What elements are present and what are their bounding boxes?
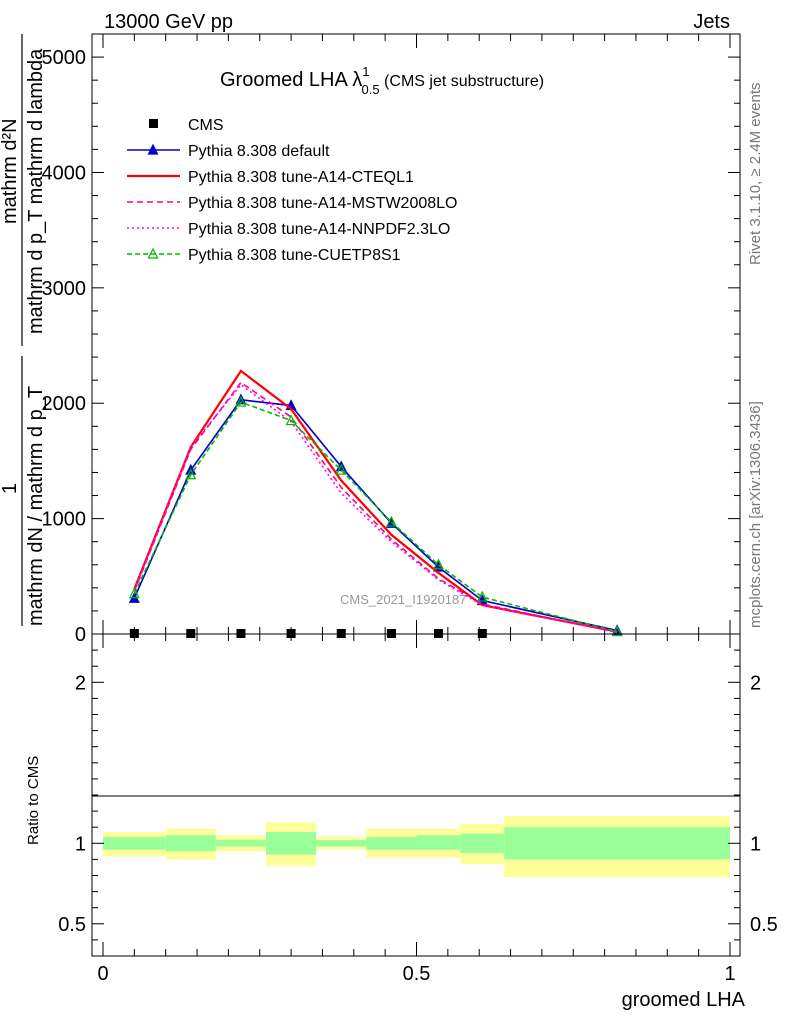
ratio-bands: [103, 815, 730, 878]
plot-title-sup: 1: [362, 64, 369, 79]
series-point: [335, 463, 347, 475]
ratio-y-label: Ratio to CMS: [25, 756, 42, 845]
legend-entry: Pythia 8.308 tune-A14-MSTW2008LO: [127, 195, 457, 212]
ratio-band-inner: [416, 835, 461, 850]
series-line: [133, 381, 618, 634]
series-point: [611, 625, 623, 637]
ratio-band-inner: [165, 835, 216, 852]
legend-label: Pythia 8.308 tune-A14-NNPDF2.3LO: [188, 221, 450, 238]
ratio-band-inner: [366, 836, 417, 850]
x-tick-label: 1: [724, 963, 735, 985]
main-y-tick-label: 3000: [42, 278, 87, 300]
legend-entry: Pythia 8.308 tune-A14-NNPDF2.3LO: [127, 221, 450, 238]
ratio-panel: 0.5 0.51 12 2 0 0.5 1 Ratio to CMS groomed LH…: [25, 633, 778, 1011]
legend-label: Pythia 8.308 tune-A14-MSTW2008LO: [188, 195, 457, 212]
ratio-y-tick-label: 0.5: [58, 914, 86, 936]
side-text-bottom: mcplots.cern.ch [arXiv:1306.3436]: [747, 401, 764, 628]
plot-title-sub: 0.5: [362, 82, 380, 97]
main-x-ticks: [102, 34, 731, 634]
ratio-y-ticks: 0.5 0.5 1 1 2 2: [58, 649, 778, 941]
series-point: [432, 558, 444, 570]
y-label-denominator: mathrm d p_T mathrm d lambda: [25, 48, 47, 334]
plot-title: Groomed LHA λ1 0.5 (CMS jet substructure): [220, 64, 544, 97]
side-text-top: Rivet 3.1.10, ≥ 2.4M events: [747, 83, 764, 266]
main-y-ticks: 0 1000 2000 3000 4000 5000: [42, 33, 740, 646]
legend-label: Pythia 8.308 tune-CUETP8S1: [188, 247, 401, 264]
ratio-band-inner: [103, 836, 166, 850]
ratio-y-tick-label: 2: [75, 672, 86, 694]
ratio-band-inner: [316, 840, 367, 847]
x-tick-label: 0: [97, 963, 108, 985]
ratio-band-inner: [215, 840, 267, 847]
y-label-numerator: mathrm d²N: [0, 118, 21, 224]
ratio-band-inner: [460, 833, 505, 853]
series-point: [185, 468, 197, 480]
main-y-tick-label: 0: [75, 624, 86, 646]
plot-title-note: (CMS jet substructure): [380, 73, 544, 90]
legend: CMS Pythia 8.308 default Pythia 8.308 tun…: [127, 117, 457, 264]
series-line: [133, 401, 618, 633]
ratio-band-inner: [266, 832, 317, 855]
ratio-band-inner: [504, 827, 730, 860]
series-point: [235, 395, 247, 407]
series-line: [133, 369, 618, 633]
header-left: 13000 GeV pp: [104, 11, 233, 33]
legend-cms-marker: [149, 119, 158, 128]
series-point: [476, 590, 488, 602]
ratio-x-ticks: 0 0.5 1: [97, 634, 736, 985]
header-right: Jets: [693, 11, 730, 33]
x-tick-label: 0.5: [403, 963, 431, 985]
legend-label: Pythia 8.308 tune-A14-CTEQL1: [188, 169, 414, 186]
legend-entry-cms: CMS: [149, 117, 224, 134]
legend-marker: [147, 143, 159, 155]
legend-entry: Pythia 8.308 tune-CUETP8S1: [127, 247, 401, 264]
y-label-prefix-num: 1: [0, 483, 21, 494]
main-y-tick-label: 4000: [42, 162, 87, 184]
series-point: [385, 515, 397, 527]
legend-label: Pythia 8.308 default: [188, 143, 330, 160]
legend-entry: Pythia 8.308 tune-A14-CTEQL1: [127, 169, 414, 186]
plot-title-main: Groomed LHA: [220, 69, 352, 91]
watermark: CMS_2021_I1920187: [340, 592, 467, 607]
ratio-y-tick-label-right: 2: [750, 672, 761, 694]
x-axis-label: groomed LHA: [622, 989, 746, 1011]
ratio-y-tick-label-right: 0.5: [750, 914, 778, 936]
legend-entry: Pythia 8.308 default: [127, 143, 330, 160]
main-y-tick-label: 2000: [42, 393, 87, 415]
legend-cms-label: CMS: [188, 117, 224, 134]
main-y-tick-label: 5000: [42, 47, 87, 69]
series-layer: [128, 369, 623, 637]
plot-title-lambda: λ: [352, 69, 362, 91]
legend-marker: [147, 247, 159, 259]
ratio-y-tick-label: 1: [75, 833, 86, 855]
series-point: [285, 414, 297, 426]
ratio-plot-frame: [91, 633, 741, 957]
series-line: [133, 383, 618, 634]
main-panel: 0 1000 2000 3000 4000 5000 Groomed LHA λ1 0.5 …: [0, 33, 741, 646]
main-y-tick-label: 1000: [42, 509, 87, 531]
series-point: [128, 587, 140, 599]
main-y-label: 1 mathrm dN / mathrm d p_T mathrm d²N ma…: [0, 34, 47, 626]
ratio-y-tick-label-right: 1: [750, 833, 761, 855]
y-label-prefix-den: mathrm dN / mathrm d p_T: [25, 386, 47, 626]
